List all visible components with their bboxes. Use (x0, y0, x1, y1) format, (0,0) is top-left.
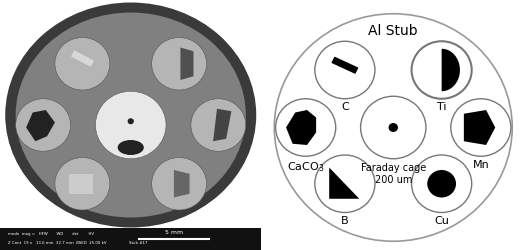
Text: C: C (341, 102, 349, 113)
FancyBboxPatch shape (332, 57, 358, 74)
Text: Ti: Ti (437, 102, 446, 113)
Polygon shape (26, 110, 55, 141)
Circle shape (151, 38, 206, 90)
Circle shape (151, 158, 206, 210)
Circle shape (191, 99, 246, 151)
Circle shape (55, 38, 110, 90)
Polygon shape (329, 168, 359, 199)
Circle shape (389, 123, 398, 132)
Circle shape (411, 155, 472, 212)
Circle shape (451, 99, 511, 156)
Text: mode  mag =   HFW       WD       det        HV: mode mag = HFW WD det HV (8, 232, 94, 236)
Text: Z Cont  19 x   13.6 mm  32.7 mm  BSED  25.00 kV                  Stub #17: Z Cont 19 x 13.6 mm 32.7 mm BSED 25.00 k… (8, 241, 147, 245)
Circle shape (411, 41, 472, 99)
Circle shape (95, 91, 166, 159)
Bar (0, 228, 261, 250)
FancyBboxPatch shape (71, 50, 94, 66)
Circle shape (128, 118, 134, 124)
Text: Faraday cage
200 um: Faraday cage 200 um (361, 163, 426, 185)
Ellipse shape (118, 140, 144, 155)
Polygon shape (69, 174, 93, 194)
Polygon shape (442, 49, 460, 91)
Text: CaCO$_3$: CaCO$_3$ (287, 160, 324, 174)
Ellipse shape (5, 2, 256, 228)
Text: 5 mm: 5 mm (165, 230, 183, 235)
Text: Al Stub: Al Stub (368, 24, 418, 38)
Circle shape (315, 41, 375, 99)
Circle shape (315, 155, 375, 212)
Polygon shape (213, 109, 232, 141)
Circle shape (55, 158, 110, 210)
Polygon shape (286, 110, 316, 145)
Circle shape (361, 96, 426, 159)
Polygon shape (464, 110, 495, 145)
Text: Cu: Cu (434, 216, 449, 226)
Circle shape (16, 99, 71, 151)
Polygon shape (180, 48, 193, 80)
Circle shape (427, 170, 456, 198)
Circle shape (276, 99, 336, 156)
Text: B: B (341, 216, 348, 226)
Ellipse shape (16, 12, 246, 218)
Polygon shape (174, 170, 190, 198)
Text: Mn: Mn (473, 160, 489, 170)
